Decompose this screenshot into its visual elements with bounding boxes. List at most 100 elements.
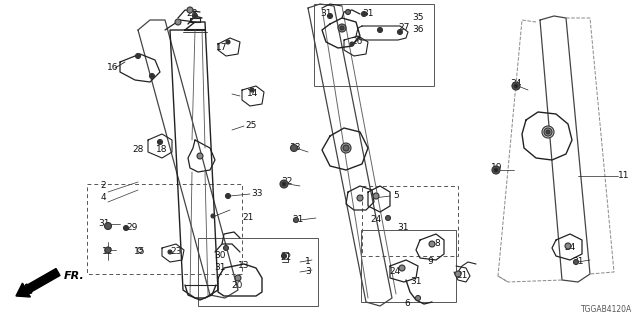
Text: 32: 32 [282,178,292,187]
Text: 20: 20 [231,282,243,291]
Circle shape [235,275,241,281]
Text: 31: 31 [397,223,409,233]
Circle shape [211,214,215,218]
Circle shape [385,215,390,220]
Circle shape [223,245,228,251]
Text: 18: 18 [156,145,168,154]
Circle shape [546,130,550,134]
Text: 23: 23 [170,247,182,257]
Circle shape [397,29,403,35]
Circle shape [250,88,254,92]
Text: 33: 33 [289,143,301,153]
Text: 31: 31 [99,220,109,228]
Text: 4: 4 [100,194,106,203]
Text: 12: 12 [102,247,114,257]
Circle shape [225,194,230,198]
Circle shape [168,250,172,254]
Text: 13: 13 [238,260,250,269]
Circle shape [136,53,141,59]
Text: 31: 31 [214,263,226,273]
Text: 29: 29 [126,223,138,233]
Circle shape [514,84,518,88]
Circle shape [415,295,420,300]
Text: FR.: FR. [64,271,84,281]
Circle shape [350,42,354,46]
Text: TGGAB4120A: TGGAB4120A [580,305,632,314]
Text: 9: 9 [427,258,433,267]
Text: 15: 15 [134,247,146,257]
Circle shape [542,126,554,138]
Text: 6: 6 [404,300,410,308]
Text: 14: 14 [247,90,259,99]
Text: 31: 31 [320,10,332,19]
Text: 21: 21 [243,212,253,221]
Text: 8: 8 [434,239,440,249]
Text: 21: 21 [292,215,304,225]
Circle shape [175,19,181,25]
Circle shape [328,13,333,19]
Circle shape [399,265,405,271]
Text: 1: 1 [305,257,311,266]
Text: 24: 24 [371,215,381,225]
Text: 27: 27 [398,23,410,33]
Circle shape [338,24,346,32]
Circle shape [565,243,571,249]
Circle shape [373,193,379,199]
Text: 31: 31 [410,277,422,286]
Circle shape [150,74,154,78]
Text: 2: 2 [100,181,106,190]
Bar [198,238,318,306]
Circle shape [157,140,163,145]
Text: 11: 11 [618,172,630,180]
Text: 35: 35 [412,13,424,22]
Circle shape [362,12,367,17]
Circle shape [340,26,344,30]
Circle shape [357,195,363,201]
Text: 22: 22 [280,253,292,262]
Text: 16: 16 [108,63,119,73]
Bar [314,4,434,86]
Circle shape [573,260,579,265]
Text: 33: 33 [252,189,263,198]
Circle shape [378,28,383,33]
Text: 3: 3 [305,268,311,276]
Text: 31: 31 [572,258,584,267]
Circle shape [226,40,230,44]
Circle shape [104,222,111,229]
Text: 21: 21 [456,271,468,281]
Text: 19: 19 [492,164,503,172]
Circle shape [343,145,349,151]
Circle shape [197,153,203,159]
Bar [362,186,458,256]
Circle shape [193,13,198,19]
Circle shape [494,168,498,172]
Circle shape [282,182,286,186]
Circle shape [294,218,298,222]
Text: 34: 34 [510,79,522,89]
Text: 5: 5 [393,191,399,201]
Circle shape [455,271,461,277]
Text: 17: 17 [216,44,228,52]
Circle shape [291,145,298,151]
Circle shape [429,241,435,247]
Circle shape [124,226,129,230]
Circle shape [282,253,287,259]
Text: 28: 28 [186,10,198,19]
FancyArrow shape [16,268,60,297]
Circle shape [492,166,500,174]
Text: 24: 24 [389,268,401,276]
Text: 28: 28 [132,145,144,154]
Circle shape [280,180,288,188]
Circle shape [341,143,351,153]
Text: 24: 24 [564,244,575,252]
Text: 30: 30 [214,252,226,260]
Bar [87,184,242,274]
Bar [361,230,456,302]
Circle shape [544,128,552,136]
Circle shape [346,10,351,14]
Text: 26: 26 [351,37,363,46]
Text: 36: 36 [412,26,424,35]
Circle shape [105,247,111,253]
Text: 31: 31 [362,10,374,19]
Circle shape [187,7,193,13]
